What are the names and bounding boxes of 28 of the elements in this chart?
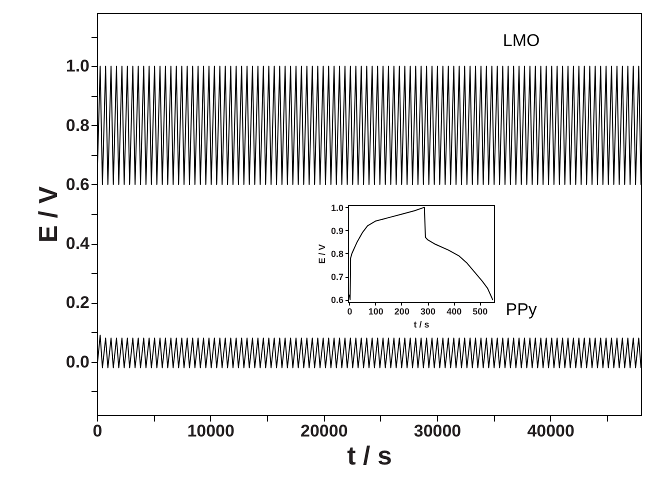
series-label: LMO — [502, 31, 540, 50]
y-tick-label: 1.0 — [66, 56, 90, 76]
x-tick-label: 20000 — [300, 422, 348, 440]
y-tick-label: 0.0 — [66, 352, 90, 372]
y-axis-title: E / V — [32, 186, 63, 243]
x-tick-label: 300 — [420, 306, 436, 316]
x-tick-label: 200 — [394, 306, 410, 316]
y-tick-label: 0.9 — [330, 226, 344, 236]
series-label: PPy — [506, 300, 538, 320]
y-tick-label: 0.7 — [330, 272, 344, 282]
y-tick-label: 1.0 — [330, 202, 344, 213]
x-tick-label: 10000 — [187, 422, 234, 440]
x-tick-label: 400 — [446, 306, 462, 316]
x-tick-label: 100 — [368, 306, 384, 316]
y-axis-title: E / V — [316, 244, 327, 264]
y-tick-label: 0.4 — [66, 234, 90, 254]
y-tick-label: 0.6 — [66, 174, 90, 194]
y-tick-label: 0.8 — [330, 249, 344, 259]
x-axis-title: t / s — [347, 440, 392, 470]
x-axis-title: t / s — [414, 320, 430, 330]
y-tick-label: 0.2 — [66, 293, 90, 312]
x-tick-label: 500 — [472, 306, 488, 316]
y-tick-label: 0.6 — [330, 295, 344, 306]
x-tick-label: 0 — [347, 306, 352, 316]
x-tick-label: 30000 — [414, 422, 462, 440]
y-tick-label: 0.8 — [66, 116, 90, 135]
x-tick-label: 40000 — [527, 422, 574, 440]
x-tick-label: 0 — [92, 422, 102, 440]
